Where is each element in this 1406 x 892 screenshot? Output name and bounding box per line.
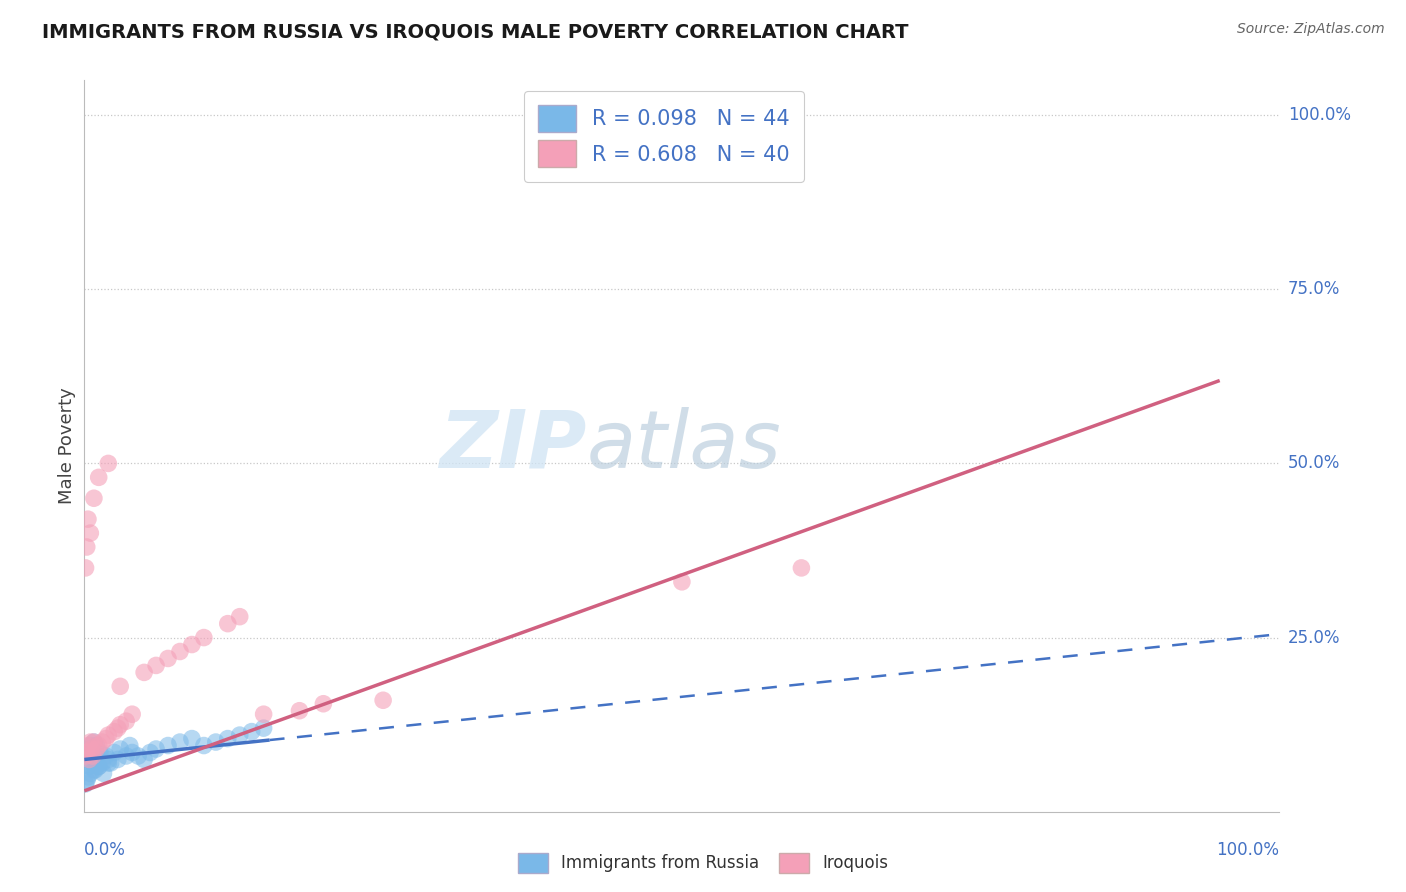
Point <box>229 728 252 742</box>
Point <box>82 749 104 764</box>
Point <box>97 752 120 766</box>
Point <box>97 756 120 770</box>
Point <box>193 739 215 753</box>
Point <box>312 697 335 711</box>
Point <box>205 735 228 749</box>
Point <box>240 724 263 739</box>
Point <box>87 759 110 773</box>
Point <box>97 728 120 742</box>
Point <box>83 735 105 749</box>
Text: ZIP: ZIP <box>439 407 586 485</box>
Point <box>76 752 98 766</box>
Point <box>110 742 132 756</box>
Point <box>94 749 117 764</box>
Point <box>145 658 167 673</box>
Text: 0.0%: 0.0% <box>84 841 127 859</box>
Point <box>115 749 138 764</box>
Text: Source: ZipAtlas.com: Source: ZipAtlas.com <box>1237 22 1385 37</box>
Point <box>145 742 167 756</box>
Point <box>84 763 107 777</box>
Point <box>82 756 104 770</box>
Point <box>76 773 98 788</box>
Point <box>103 724 125 739</box>
Point <box>181 638 204 652</box>
Point <box>181 731 204 746</box>
Point <box>229 609 252 624</box>
Point <box>77 512 100 526</box>
Point <box>87 739 110 753</box>
Point <box>110 717 132 731</box>
Legend: R = 0.098   N = 44, R = 0.608   N = 40: R = 0.098 N = 44, R = 0.608 N = 40 <box>523 91 804 182</box>
Point <box>89 746 111 760</box>
Point <box>75 749 97 764</box>
Point <box>127 749 149 764</box>
Point <box>373 693 395 707</box>
Point <box>77 742 100 756</box>
Text: 100.0%: 100.0% <box>1288 106 1351 124</box>
Point <box>94 731 117 746</box>
Text: 75.0%: 75.0% <box>1288 280 1340 298</box>
Text: 50.0%: 50.0% <box>1288 454 1340 473</box>
Point <box>79 526 101 541</box>
Text: 25.0%: 25.0% <box>1288 629 1340 647</box>
Point <box>77 739 100 753</box>
Point <box>77 752 100 766</box>
Point <box>86 742 108 756</box>
Point <box>193 631 215 645</box>
Point <box>157 651 180 665</box>
Point <box>139 746 162 760</box>
Point <box>121 746 143 760</box>
Point <box>86 739 108 753</box>
Point <box>132 665 156 680</box>
Point <box>80 742 103 756</box>
Text: IMMIGRANTS FROM RUSSIA VS IROQUOIS MALE POVERTY CORRELATION CHART: IMMIGRANTS FROM RUSSIA VS IROQUOIS MALE … <box>42 22 908 41</box>
Point <box>76 540 98 554</box>
Point <box>217 616 239 631</box>
Point <box>671 574 693 589</box>
Text: atlas: atlas <box>586 407 782 485</box>
Point <box>83 735 105 749</box>
Point <box>253 721 276 735</box>
Legend: Immigrants from Russia, Iroquois: Immigrants from Russia, Iroquois <box>510 847 896 880</box>
Point <box>103 746 125 760</box>
Point <box>76 746 98 760</box>
Point <box>91 756 114 770</box>
Point <box>83 763 105 777</box>
Point <box>169 644 191 658</box>
Point <box>75 749 97 764</box>
Point <box>132 752 156 766</box>
Point <box>253 707 276 722</box>
Point <box>87 759 110 773</box>
Text: 100.0%: 100.0% <box>1216 841 1279 859</box>
Point <box>115 714 138 728</box>
Point <box>75 777 97 791</box>
Y-axis label: Male Poverty: Male Poverty <box>58 388 76 504</box>
Point <box>121 707 143 722</box>
Point <box>157 739 180 753</box>
Point <box>100 756 122 770</box>
Point <box>79 766 101 780</box>
Point <box>288 704 311 718</box>
Point <box>75 561 97 575</box>
Point <box>118 739 141 753</box>
Point <box>107 721 129 735</box>
Point <box>217 731 239 746</box>
Point <box>79 739 101 753</box>
Point <box>790 561 813 575</box>
Point <box>77 770 100 784</box>
Point <box>79 735 101 749</box>
Point <box>83 491 105 506</box>
Point <box>93 766 115 780</box>
Point <box>86 749 108 764</box>
Point <box>169 735 191 749</box>
Point <box>87 470 110 484</box>
Point <box>80 746 103 760</box>
Point <box>91 735 114 749</box>
Point <box>97 457 120 471</box>
Point <box>110 679 132 693</box>
Point <box>77 759 100 773</box>
Point <box>107 752 129 766</box>
